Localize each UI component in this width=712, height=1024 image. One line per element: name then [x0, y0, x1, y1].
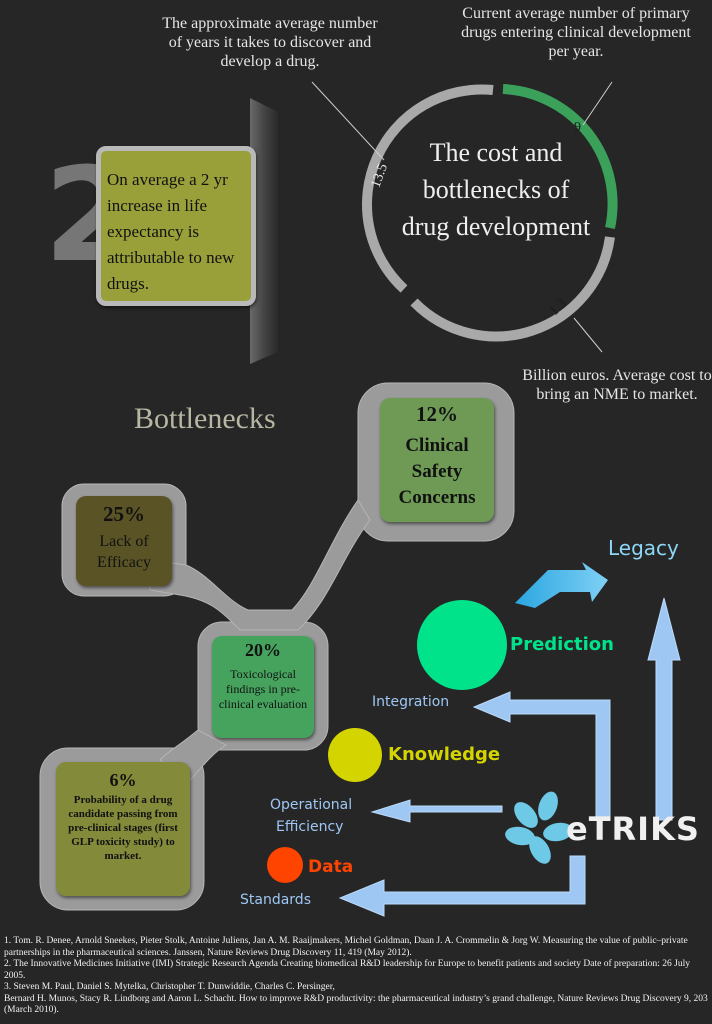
years-caption: The approximate average number of years … [162, 15, 378, 70]
operational-label: Operational [270, 797, 353, 813]
tox-label: Toxicological findings in pre-clinical e… [218, 667, 308, 711]
references: 1. Tom. R. Denee, Arnold Sneekes, Pieter… [4, 936, 708, 1017]
etriks-flower-icon [505, 791, 573, 864]
etriks-arrows [338, 562, 681, 917]
data-label: Data [308, 857, 354, 877]
arrow-operational [370, 799, 503, 823]
knowledge-label: Knowledge [388, 744, 501, 765]
probability-box: 6% Probability of a drug candidate passi… [56, 762, 190, 896]
efficacy-pct: 25% [103, 502, 145, 526]
integration-label: Integration [372, 694, 450, 710]
arrow-integration [472, 691, 611, 821]
arrow-standards [338, 855, 586, 917]
standards-label: Standards [240, 892, 311, 908]
life-expectancy-box: On average a 2 yr increase in life expec… [96, 146, 256, 306]
callout-line-cost [573, 317, 603, 353]
probability-pct: 6% [109, 770, 137, 790]
clinical-safety-box: 12% Clinical Safety Concerns [380, 398, 494, 522]
arrow-up-to-legacy [647, 597, 681, 821]
efficiency-label: Efficiency [276, 819, 344, 835]
reference-3b: Bernard H. Munos, Stacy R. Lindborg and … [4, 993, 708, 1016]
prediction-label: Prediction [510, 634, 614, 655]
prediction-circle [417, 600, 507, 690]
reference-1: 1. Tom. R. Denee, Arnold Sneekes, Pieter… [4, 936, 688, 958]
ring-value-drugs: 9 [574, 120, 581, 135]
clinical-safety-pct: 12% [416, 402, 458, 426]
cost-caption: Billion euros. Average cost to bring an … [522, 367, 712, 403]
ring-title: The cost and bottlenecks of drug develop… [401, 138, 591, 241]
ring-arc-green [502, 84, 618, 230]
clinical-safety-label: Clinical Safety Concerns [398, 435, 476, 508]
cost-ring [361, 84, 618, 342]
legacy-label: Legacy [608, 536, 679, 560]
bottlenecks-heading: Bottlenecks [134, 402, 276, 435]
tox-pct: 20% [245, 640, 281, 660]
pillar-shape [250, 98, 278, 364]
tox-box: 20% Toxicological findings in pre-clinic… [212, 636, 314, 738]
ring-arc-grey-left [361, 84, 494, 293]
efficacy-box: 25% Lack of Efficacy [76, 496, 172, 586]
ring-arc-grey-bottom [410, 236, 615, 342]
reference-2: 2. The Innovative Medicines Initiative (… [4, 959, 690, 981]
knowledge-circle [328, 728, 382, 782]
efficacy-label: Lack of Efficacy [97, 533, 151, 571]
drugs-caption: Current average number of primary drugs … [461, 5, 691, 60]
legacy-arrow [515, 562, 608, 608]
reference-3a: 3. Steven M. Paul, Daniel S. Mytelka, Ch… [4, 982, 335, 992]
callout-line-drugs [582, 81, 613, 126]
callout-line-years [311, 81, 385, 161]
life-expectancy-text: On average a 2 yr increase in life expec… [107, 170, 235, 293]
data-circle [267, 847, 303, 883]
probability-label: Probability of a drug candidate passing … [68, 794, 178, 862]
etriks-logo-text: eTRIKS [566, 810, 700, 848]
